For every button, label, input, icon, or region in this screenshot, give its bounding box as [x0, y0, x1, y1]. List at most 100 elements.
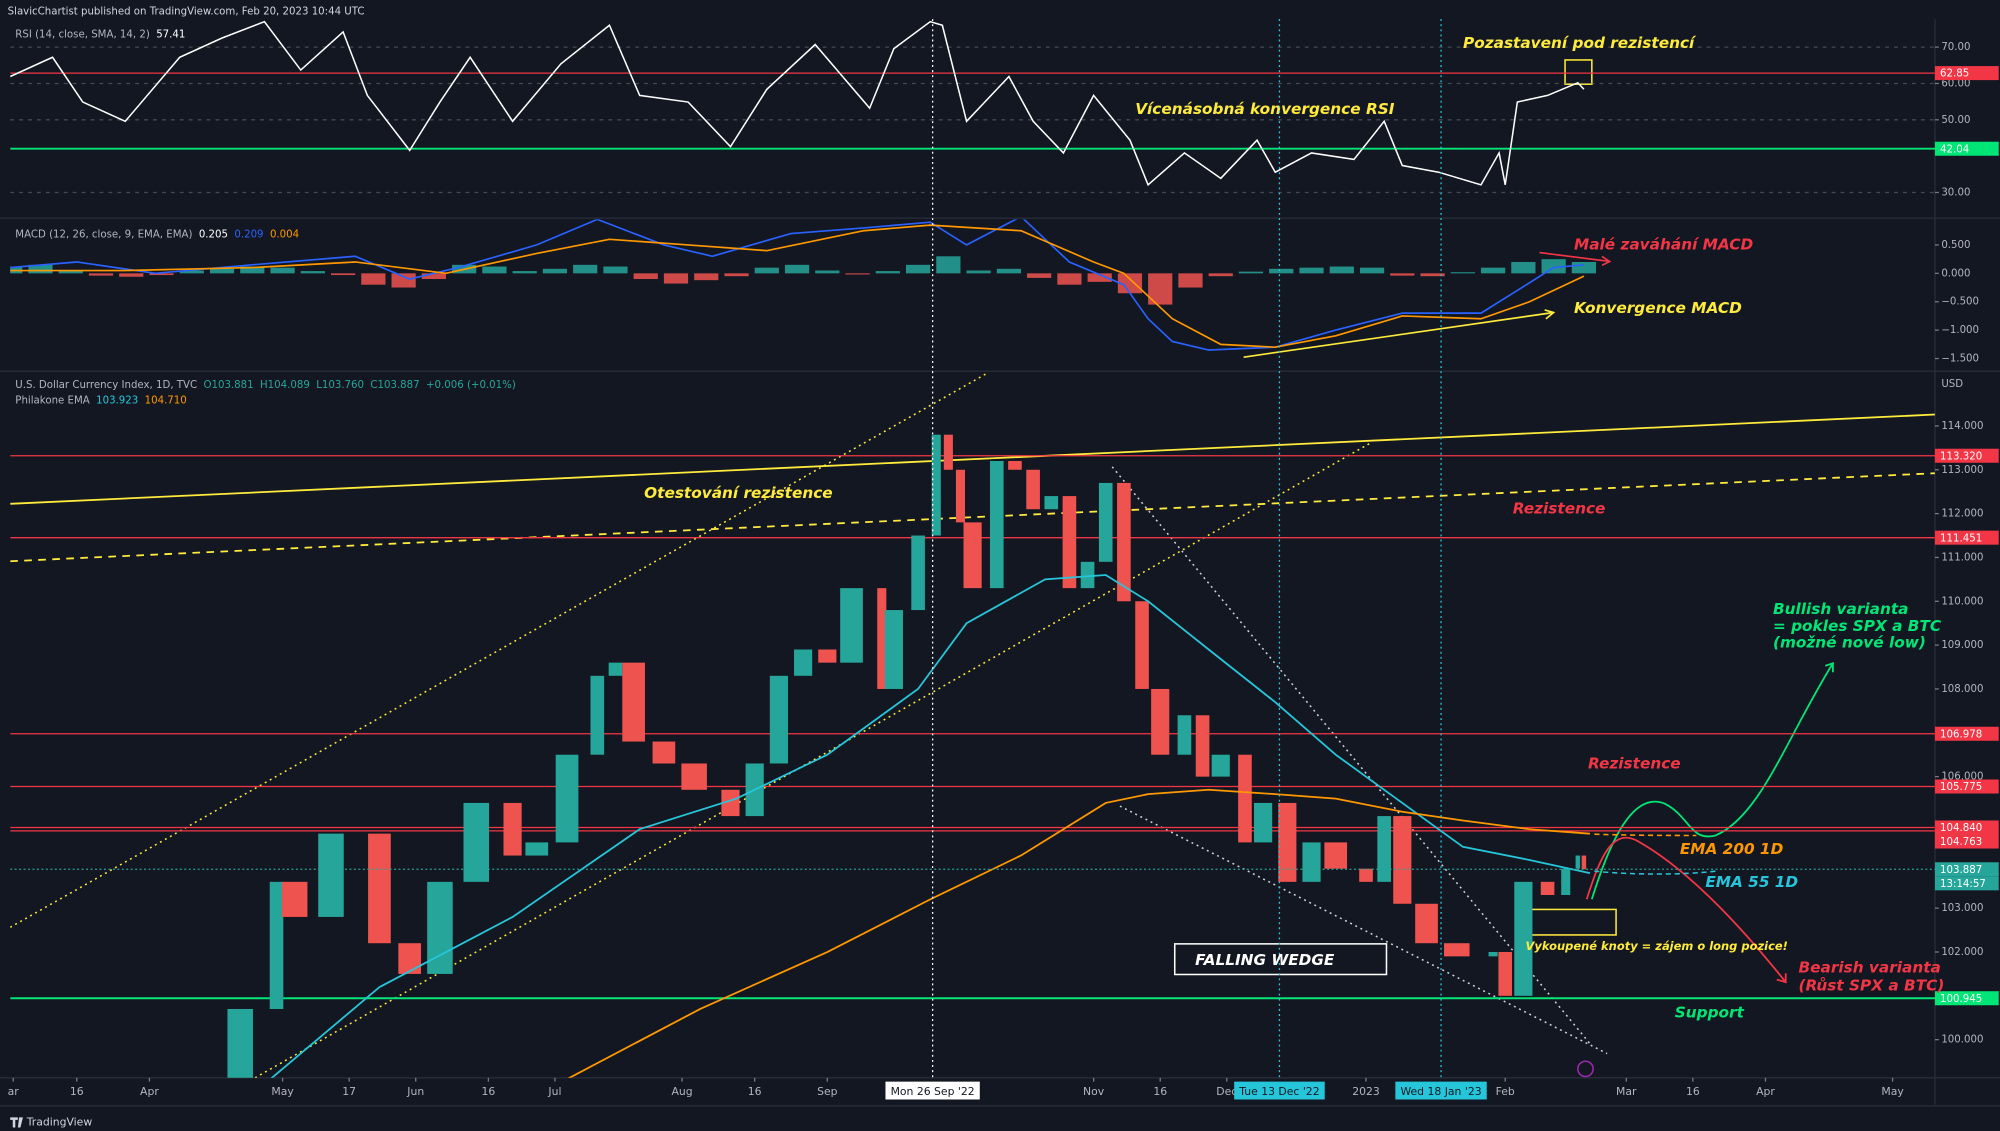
candle-body — [1117, 482, 1131, 602]
y-tick-label: 109.000 — [1941, 640, 1983, 651]
annotation: Otestování rezistence — [644, 484, 833, 502]
level-label: 104.840 — [1940, 823, 1982, 834]
annotation: Vícenásobná konvergence RSI — [1135, 100, 1395, 118]
macd-drawings — [1243, 251, 1612, 358]
legend-value: 0.205 — [199, 230, 228, 241]
candle-body — [1195, 715, 1210, 777]
candle-body — [590, 675, 605, 755]
annotation: Bullish varianta — [1773, 600, 1909, 618]
histogram-bar — [1178, 273, 1203, 288]
panel-plot — [10, 219, 1596, 351]
legend: MACD (12, 26, close, 9, EMA, EMA) — [15, 230, 192, 241]
histogram-bar — [996, 268, 1021, 274]
change: +0.006 (+0.01%) — [426, 380, 516, 391]
candle-body — [503, 802, 522, 856]
y-tick-label: −0.500 — [1941, 297, 1979, 308]
candle-body — [269, 881, 284, 1009]
indicator-value: 104.710 — [145, 396, 187, 407]
x-tick-label: 17 — [342, 1085, 356, 1098]
histogram-bar — [1269, 268, 1294, 274]
x-tick-label: Mar — [1616, 1085, 1637, 1098]
y-tick-label: 103.000 — [1941, 903, 1983, 914]
marker-label-box — [1234, 1081, 1325, 1100]
ohlc: O103.881 — [203, 380, 253, 391]
candle-body — [1488, 951, 1498, 957]
x-tick-label: May — [271, 1085, 294, 1098]
currency: USD — [1941, 379, 1963, 390]
annotation: Malé zaváhání MACD — [1574, 235, 1753, 253]
y-tick-label: −1.500 — [1941, 354, 1979, 365]
x-tick-label: Sep — [817, 1085, 838, 1098]
annotation: = pokles SPX a BTC — [1773, 617, 1942, 635]
histogram-bar — [28, 264, 53, 274]
y-tick-label: 114.000 — [1941, 421, 1983, 432]
arrow-head — [1824, 662, 1834, 673]
line-series — [10, 219, 1585, 351]
histogram-bar — [482, 266, 507, 274]
last-price-label-box — [1934, 862, 1999, 877]
histogram-bar — [361, 273, 386, 285]
candle-body — [1540, 881, 1555, 896]
histogram-bar — [270, 267, 295, 274]
y-tick-label: −1.000 — [1941, 325, 1979, 336]
histogram-bar — [815, 270, 840, 274]
line-series — [10, 20, 1585, 187]
y-tick-label: 60.00 — [1941, 78, 1970, 89]
histogram-bar — [663, 273, 689, 284]
histogram-bar — [1541, 259, 1566, 274]
level-label: 100.945 — [1940, 994, 1982, 1005]
histogram-bar — [603, 266, 628, 274]
x-tick-label: 16 — [70, 1085, 84, 1098]
candle-body — [721, 789, 740, 817]
x-tick-label: Apr — [140, 1085, 159, 1098]
candle-body — [427, 881, 453, 974]
x-tick-label: 16 — [1686, 1085, 1700, 1098]
y-tick-label: 102.000 — [1941, 947, 1983, 958]
candle-body — [1324, 842, 1348, 869]
line-series — [10, 224, 1585, 349]
histogram-bar — [845, 273, 870, 275]
x-tick-label: 16 — [481, 1085, 495, 1098]
annotation: FALLING WEDGE — [1195, 951, 1335, 969]
line-series — [567, 788, 1590, 1078]
chart-root: SlavicChartist published on TradingView.… — [0, 6, 2000, 1128]
candle-body — [463, 802, 490, 882]
candle-body — [681, 763, 707, 790]
event-icon — [1577, 1060, 1594, 1078]
candle-body — [911, 535, 925, 611]
x-tick-label: 16 — [1153, 1085, 1167, 1098]
histogram-bar — [754, 267, 779, 274]
arrow-head — [1601, 255, 1612, 267]
candle-body — [1098, 482, 1113, 562]
candle-body — [398, 943, 422, 974]
level-label: 42.04 — [1940, 144, 1969, 155]
candle-body — [989, 461, 1004, 589]
candle-body — [943, 434, 953, 470]
annotation: Rezistence — [1513, 499, 1606, 517]
annotation: Vykoupené knoty = zájem o long pozice! — [1526, 939, 1788, 953]
candle-body — [1151, 688, 1170, 755]
level-label-box — [1934, 726, 1999, 741]
line-series — [270, 574, 1591, 1078]
marker-label: Tue 13 Dec '22 — [1238, 1085, 1319, 1098]
histogram-bar — [1450, 272, 1475, 274]
annotation: Rezistence — [1588, 755, 1681, 773]
y-tick-label: 108.000 — [1941, 684, 1983, 695]
marker-label: Wed 18 Jan '23 — [1400, 1085, 1481, 1098]
histogram-bar — [1390, 273, 1415, 276]
level-label: 113.320 — [1940, 451, 1982, 462]
trendline — [10, 413, 1935, 505]
indicator: Philakone EMA — [15, 396, 89, 407]
candle-body — [877, 588, 887, 689]
ema-extension — [1594, 870, 1716, 875]
candle-body — [1377, 816, 1391, 882]
x-tick-label: ar — [8, 1085, 20, 1098]
legend-value: 57.41 — [156, 29, 185, 40]
candle-body — [1062, 496, 1077, 589]
x-tick-label: Aug — [671, 1085, 692, 1098]
candle-body — [555, 754, 579, 843]
series-label: EMA 200 1D — [1680, 840, 1784, 858]
histogram-bar — [391, 273, 416, 288]
histogram-bar — [58, 270, 83, 274]
y-tick-label: 30.00 — [1941, 187, 1970, 198]
